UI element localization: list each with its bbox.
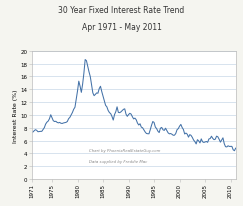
Text: 30 Year Fixed Interest Rate Trend: 30 Year Fixed Interest Rate Trend — [58, 6, 185, 15]
Y-axis label: Interest Rate (%): Interest Rate (%) — [13, 89, 18, 142]
Text: Chart by PhoenixRealEstateGuy.com: Chart by PhoenixRealEstateGuy.com — [89, 148, 160, 152]
Text: Data supplied by Freddie Mac: Data supplied by Freddie Mac — [89, 160, 147, 164]
Text: Apr 1971 - May 2011: Apr 1971 - May 2011 — [82, 23, 161, 32]
